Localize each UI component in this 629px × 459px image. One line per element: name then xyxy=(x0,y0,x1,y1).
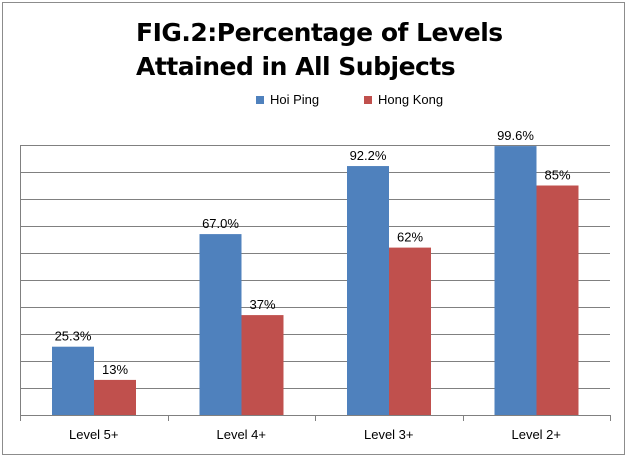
data-label: 99.6% xyxy=(497,128,534,143)
x-tick-label: Level 3+ xyxy=(364,427,414,442)
bar-hoi-ping xyxy=(199,234,242,415)
bar-hoi-ping xyxy=(347,166,389,415)
chart-title-line-1: FIG.2:Percentage of Levels xyxy=(136,18,503,47)
legend-item-hong-kong: Hong Kong xyxy=(364,92,443,107)
bar-hoi-ping xyxy=(52,346,94,415)
legend-item-hoi-ping: Hoi Ping xyxy=(256,92,319,107)
data-label: 85% xyxy=(544,168,570,183)
x-tick-label: Level 2+ xyxy=(511,427,561,442)
data-label: 62% xyxy=(397,230,423,245)
data-label: 67.0% xyxy=(202,216,239,231)
bar-hong-kong xyxy=(241,315,284,415)
bar-hoi-ping xyxy=(494,146,537,415)
legend-swatch-hoi-ping xyxy=(256,95,264,104)
x-tick-label: Level 5+ xyxy=(69,427,119,442)
legend-label-hoi-ping: Hoi Ping xyxy=(270,92,320,107)
chart-title-line-2: Attained in All Subjects xyxy=(136,52,456,81)
bar-hong-kong xyxy=(536,185,579,415)
bar-hong-kong xyxy=(94,379,136,415)
legend-label-hong-kong: Hong Kong xyxy=(378,92,444,107)
data-label: 25.3% xyxy=(55,329,92,344)
legend-swatch-hong-kong xyxy=(364,95,372,104)
x-tick-label: Level 4+ xyxy=(216,427,266,442)
data-label: 37% xyxy=(249,297,275,312)
data-label: 92.2% xyxy=(350,148,387,163)
data-label: 13% xyxy=(102,362,128,377)
bar-hong-kong xyxy=(389,247,431,415)
chart-title: FIG.2:Percentage of Levels Attained in A… xyxy=(136,16,556,84)
